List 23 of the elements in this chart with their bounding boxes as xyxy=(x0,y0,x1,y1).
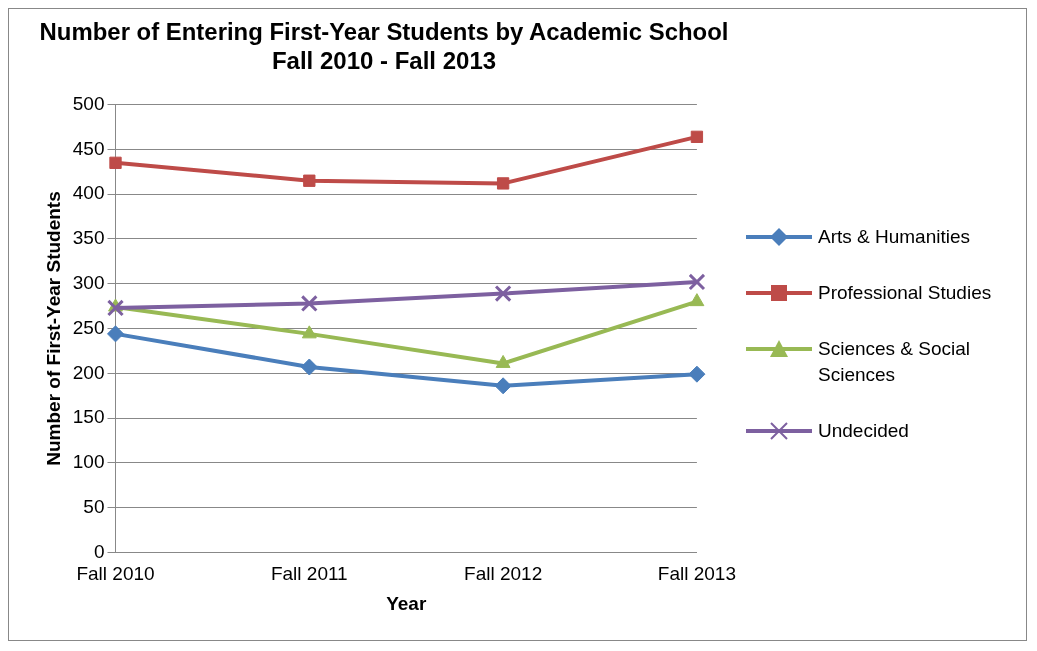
legend-label: Arts & Humanities xyxy=(818,225,971,249)
text: Fall 2010 - Fall 2013 xyxy=(271,46,497,74)
y-tick-label: 0 xyxy=(93,540,105,562)
y-tick-label: 150 xyxy=(72,406,105,428)
y-tick-label: 500 xyxy=(72,92,105,114)
y-tick-label: 400 xyxy=(72,182,105,204)
y-tick-label: 250 xyxy=(72,316,105,338)
x-tick-label: Fall 2011 xyxy=(270,563,348,585)
legend-label: Sciences & Social Sciences xyxy=(818,337,972,387)
x-tick-label: Fall 2010 xyxy=(76,563,155,585)
text: Number of Entering First-Year Students by Academic School xyxy=(39,17,729,46)
y-tick-label: 100 xyxy=(72,451,105,473)
y-tick-label: 50 xyxy=(83,495,105,517)
legend-label: Undecided xyxy=(818,419,909,443)
x-tick-label: Fall 2013 xyxy=(657,563,737,585)
legend-label: Professional Studies xyxy=(818,281,992,305)
y-tick-label: 450 xyxy=(72,137,105,159)
x-axis-title: Year xyxy=(386,592,427,614)
x-tick-label: Fall 2012 xyxy=(464,563,543,585)
y-axis-title: Number of First-Year Students xyxy=(42,191,64,466)
y-tick-label: 200 xyxy=(72,361,105,383)
y-tick-label: 350 xyxy=(72,227,105,249)
y-tick-label: 300 xyxy=(72,271,105,293)
